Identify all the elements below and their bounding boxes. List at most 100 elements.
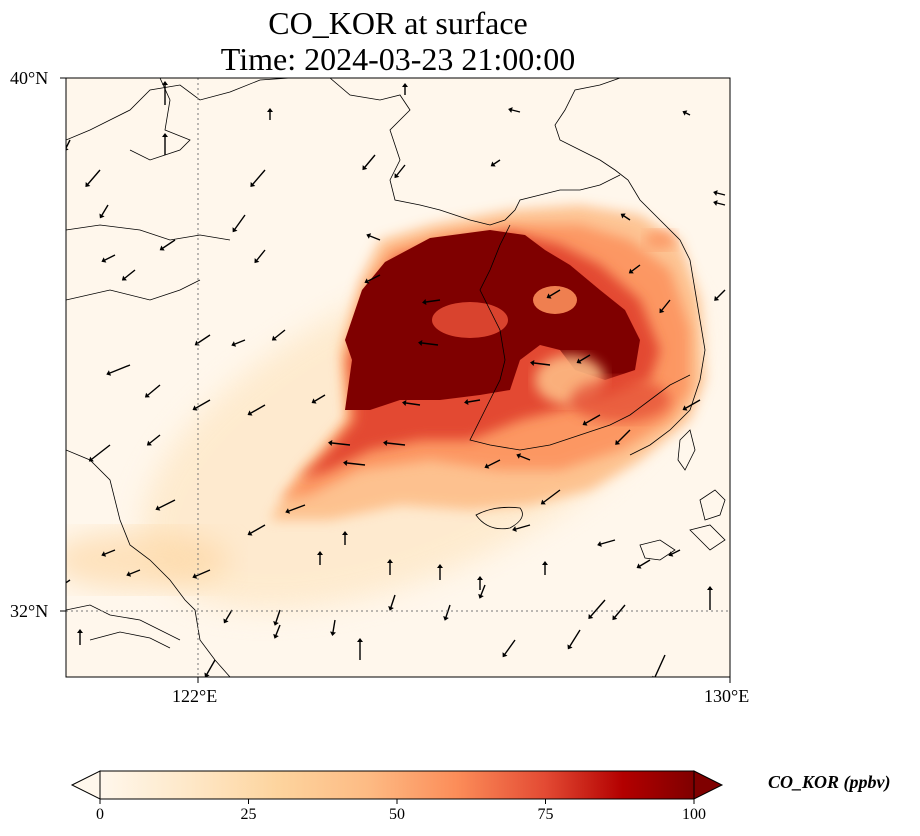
colorbar-tick-25: 25: [240, 806, 257, 823]
wind-arrow: [716, 192, 726, 196]
wind-arrow: [225, 609, 233, 621]
wind-arrow: [533, 362, 551, 366]
map-title-line1: CO_KOR at surface: [268, 5, 528, 41]
wind-arrow-head: [126, 571, 132, 577]
wind-arrow: [124, 269, 136, 279]
wind-arrow: [288, 504, 306, 512]
wind-arrow-head: [223, 618, 229, 624]
wind-arrow-head: [682, 405, 688, 411]
wind-arrow: [487, 459, 501, 467]
colorbar-gradient: [99, 770, 695, 800]
wind-arrow-head: [530, 360, 535, 366]
wind-arrow: [252, 169, 266, 185]
wind-arrow-head: [713, 190, 718, 196]
wind-arrow: [346, 462, 366, 466]
coastlines: [66, 78, 726, 677]
wind-arrow-head: [567, 644, 573, 650]
wind-arrow-head: [394, 173, 400, 179]
gridlines: [66, 78, 730, 677]
wind-arrow: [197, 334, 211, 344]
lat-label-40n: 40°N: [10, 68, 49, 88]
wind-arrow-head: [101, 551, 107, 557]
wind-arrow-head: [101, 257, 107, 263]
wind-arrow-head: [576, 358, 582, 364]
wind-arrow-head: [628, 268, 634, 274]
wind-arrow-head: [484, 463, 490, 469]
wind-arrow: [654, 654, 666, 677]
wind-arrow-head: [387, 559, 393, 563]
tick-marks: [60, 77, 731, 683]
wind-arrow-head: [402, 400, 407, 406]
colorbar-label: CO_KOR (ppbv): [768, 772, 891, 792]
wind-arrow-head: [99, 213, 105, 219]
colorbar-tick-100: 100: [682, 806, 706, 823]
wind-arrow: [519, 455, 531, 461]
wind-arrow: [331, 442, 351, 446]
wind-arrow-head: [204, 672, 210, 677]
wind-arrow: [367, 274, 381, 282]
wind-arrow: [600, 539, 616, 545]
wind-arrow-head: [714, 295, 720, 301]
wind-arrow: [314, 394, 326, 402]
wind-arrow-head: [437, 564, 443, 568]
concentration-field: [66, 78, 730, 677]
wind-arrow: [129, 569, 141, 575]
wind-arrow-head: [285, 508, 291, 514]
wind-arrow-head: [508, 107, 513, 113]
wind-arrow-head: [342, 531, 348, 535]
wind-arrow-head: [247, 530, 253, 536]
wind-arrow-head: [713, 200, 718, 206]
wind-arrow-head: [162, 81, 168, 85]
wind-arrow-head: [668, 551, 674, 557]
wind-arrow: [716, 202, 726, 206]
wind-arrow-head: [597, 541, 602, 547]
wind-arrow: [66, 579, 71, 584]
wind-arrow: [158, 499, 176, 509]
wind-arrow: [250, 404, 266, 414]
wind-arrow-head: [155, 505, 161, 511]
wind-arrow-head: [317, 551, 323, 555]
wind-arrow-head: [366, 233, 372, 239]
wind-arrow-head: [106, 370, 112, 376]
wind-arrow-head: [328, 440, 333, 446]
wind-arrow: [195, 399, 211, 409]
wind-arrow: [66, 139, 71, 149]
wind-arrow: [405, 402, 421, 406]
wind-arrow-head: [502, 652, 508, 658]
wind-arrow-head: [477, 576, 483, 580]
wind-arrow: [386, 442, 406, 446]
wind-arrow-head: [247, 410, 253, 416]
wind-arrow: [390, 594, 396, 608]
wind-vectors: [61, 81, 726, 677]
wind-arrow-head: [516, 453, 522, 459]
wind-arrow: [104, 254, 116, 261]
wind-arrow: [590, 599, 606, 617]
wind-arrow-head: [144, 392, 150, 398]
wind-arrow-head: [121, 275, 127, 281]
wind-arrow: [614, 604, 626, 618]
wind-arrow-head: [61, 582, 66, 587]
wind-arrow-head: [159, 245, 165, 251]
wind-arrow: [480, 584, 486, 596]
wind-arrow: [445, 604, 451, 618]
wind-arrow-head: [418, 340, 423, 346]
wind-arrow: [671, 549, 681, 555]
wind-arrow-head: [231, 341, 237, 347]
wind-arrow: [639, 559, 651, 567]
wind-arrow-head: [77, 629, 83, 633]
wind-arrow-head: [162, 133, 168, 137]
wind-arrow-head: [267, 108, 273, 112]
wind-arrow-head: [443, 616, 449, 621]
wind-arrow: [87, 169, 101, 185]
wind-arrow-head: [146, 440, 152, 446]
lon-label-130e: 130°E: [704, 686, 750, 706]
wind-arrow-head: [362, 165, 368, 171]
wind-arrow-head: [192, 405, 198, 411]
wind-arrow-head: [402, 83, 408, 87]
wind-arrow: [504, 639, 516, 655]
colorbar-tick-0: 0: [96, 806, 104, 823]
colorbar: [70, 770, 724, 804]
wind-arrow-head: [273, 621, 279, 626]
wind-arrow-head: [636, 563, 642, 569]
